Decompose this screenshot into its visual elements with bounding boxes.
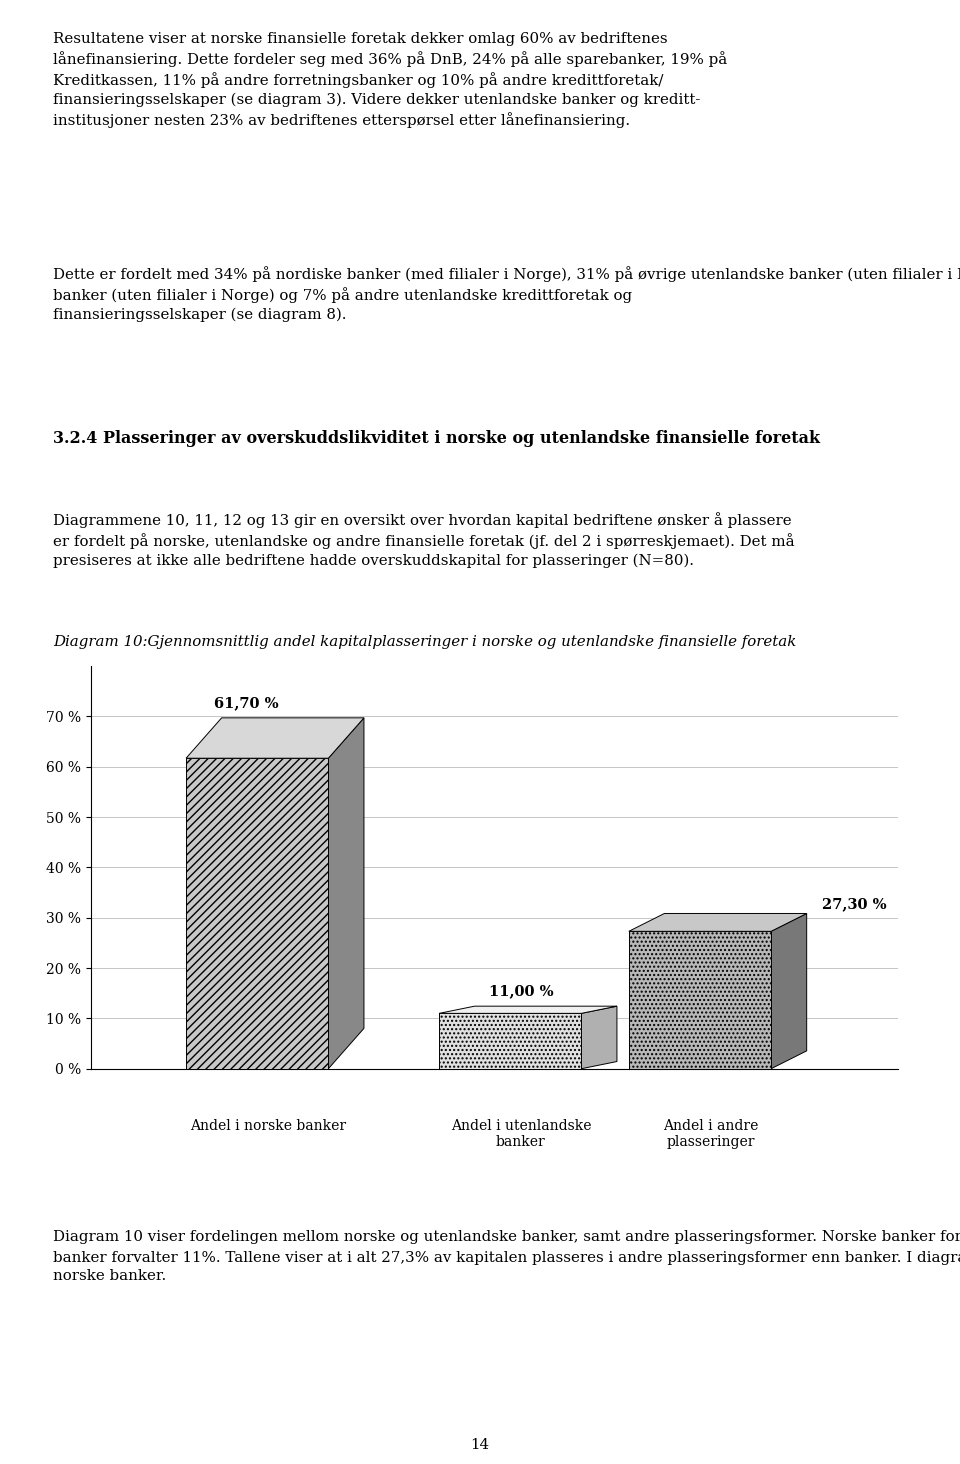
Text: Diagram 10:Gjennomsnittlig andel kapitalplasseringer i norske og utenlandske fin: Diagram 10:Gjennomsnittlig andel kapital… [53,635,796,650]
Text: Diagrammene 10, 11, 12 og 13 gir en oversikt over hvordan kapital bedriftene øns: Diagrammene 10, 11, 12 og 13 gir en over… [53,512,795,568]
Text: 27,30 %: 27,30 % [823,897,887,911]
Text: 14: 14 [470,1438,490,1452]
Polygon shape [771,914,806,1069]
Polygon shape [582,1006,617,1069]
Text: Dette er fordelt med 34% på nordiske banker (med filialer i Norge), 31% på øvrig: Dette er fordelt med 34% på nordiske ban… [53,266,960,322]
Polygon shape [328,717,364,1069]
Polygon shape [439,1013,582,1069]
Text: 3.2.4 Plasseringer av overskuddslikviditet i norske og utenlandske finansielle f: 3.2.4 Plasseringer av overskuddslikvidit… [53,430,820,448]
Polygon shape [629,931,771,1069]
Text: Resultatene viser at norske finansielle foretak dekker omlag 60% av bedriftenes
: Resultatene viser at norske finansielle … [53,32,727,129]
Polygon shape [186,717,364,758]
Polygon shape [186,758,328,1069]
Text: Andel i andre
plasseringer: Andel i andre plasseringer [663,1118,758,1149]
Text: 11,00 %: 11,00 % [489,985,553,998]
Text: 61,70 %: 61,70 % [214,697,278,710]
Text: Diagram 10 viser fordelingen mellom norske og utenlandske banker, samt andre pla: Diagram 10 viser fordelingen mellom nors… [53,1230,960,1282]
Text: Andel i utenlandske
banker: Andel i utenlandske banker [450,1118,591,1149]
Polygon shape [439,1006,617,1013]
Text: Andel i norske banker: Andel i norske banker [190,1118,346,1133]
Polygon shape [629,914,806,931]
